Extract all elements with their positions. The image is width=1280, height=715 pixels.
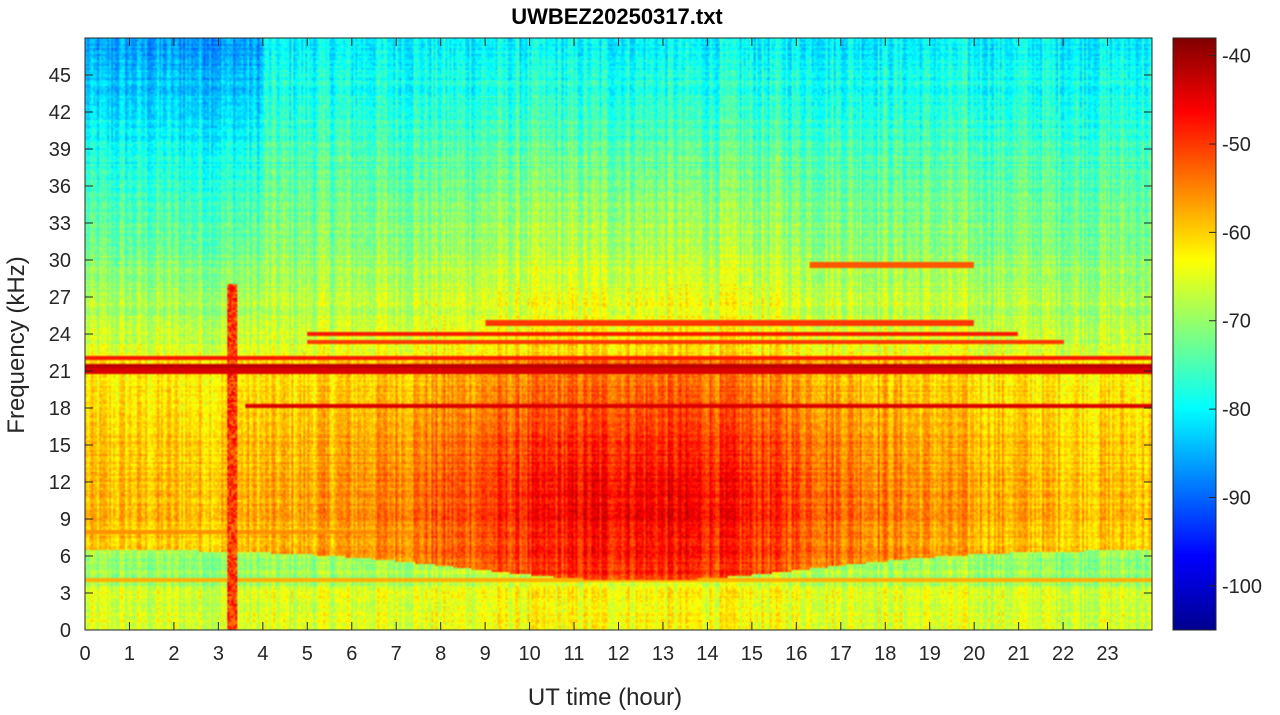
- colorbar-tick-label: -100: [1222, 576, 1262, 598]
- colorbar-tick-label: -80: [1222, 399, 1251, 421]
- y-tick-label: 15: [49, 435, 71, 457]
- x-axis-ticks: 0 1 2 3 4 5 6 7 8 9 10 11 12 13 14 15 16 17 18 19 20 21 22 23: [79, 38, 1119, 665]
- x-tick-label: 12: [607, 643, 629, 665]
- x-tick-label: 4: [257, 643, 268, 665]
- y-tick-label: 9: [60, 509, 71, 531]
- chart-title: UWBEZ20250317.txt: [511, 4, 723, 29]
- y-tick-label: 6: [60, 546, 71, 568]
- x-tick-label: 2: [168, 643, 179, 665]
- x-tick-label: 11: [564, 643, 585, 665]
- colorbar-tick-label: -40: [1222, 46, 1251, 68]
- x-tick-label: 3: [213, 643, 224, 665]
- y-tick-label: 33: [49, 213, 71, 235]
- x-axis-label: UT time (hour): [528, 684, 682, 711]
- y-tick-label: 27: [49, 287, 71, 309]
- x-tick-label: 9: [480, 643, 491, 665]
- colorbar-tick-label: -70: [1222, 311, 1251, 333]
- y-tick-label: 3: [60, 583, 71, 605]
- y-tick-label: 0: [60, 620, 71, 642]
- y-tick-label: 39: [49, 139, 71, 161]
- x-tick-label: 8: [435, 643, 446, 665]
- x-tick-label: 19: [919, 643, 941, 665]
- x-tick-label: 22: [1052, 643, 1074, 665]
- y-tick-label: 30: [49, 250, 71, 272]
- x-tick-label: 0: [79, 643, 90, 665]
- x-tick-label: 6: [346, 643, 357, 665]
- y-tick-label: 12: [49, 472, 71, 494]
- colorbar-tick-label: -50: [1222, 134, 1251, 156]
- x-tick-label: 10: [518, 643, 540, 665]
- spectrogram-heatmap: [85, 38, 1152, 630]
- x-tick-label: 14: [696, 643, 718, 665]
- x-tick-label: 16: [785, 643, 807, 665]
- y-tick-label: 45: [49, 65, 71, 87]
- x-tick-label: 21: [1008, 643, 1030, 665]
- colorbar-tick-label: -90: [1222, 487, 1251, 509]
- y-tick-label: 36: [49, 176, 71, 198]
- colorbar-ticks: -40 -50 -60 -70 -80 -90 -100: [1209, 46, 1262, 598]
- colorbar-gradient: [1172, 37, 1217, 631]
- y-tick-label: 24: [49, 324, 71, 346]
- y-tick-label: 42: [49, 102, 71, 124]
- x-tick-label: 13: [652, 643, 674, 665]
- x-tick-label: 1: [124, 643, 135, 665]
- colorbar: -40 -50 -60 -70 -80 -90 -100: [1172, 37, 1262, 631]
- x-tick-label: 15: [741, 643, 763, 665]
- x-tick-label: 7: [391, 643, 402, 665]
- x-tick-label: 5: [302, 643, 313, 665]
- x-tick-label: 23: [1096, 643, 1118, 665]
- y-tick-label: 18: [49, 398, 71, 420]
- x-tick-label: 17: [830, 643, 852, 665]
- plot-area: [84, 37, 1153, 631]
- y-axis-label: Frequency (kHz): [3, 256, 30, 433]
- x-tick-label: 20: [963, 643, 985, 665]
- y-tick-label: 21: [49, 361, 71, 383]
- x-tick-label: 18: [874, 643, 896, 665]
- colorbar-tick-label: -60: [1222, 222, 1251, 244]
